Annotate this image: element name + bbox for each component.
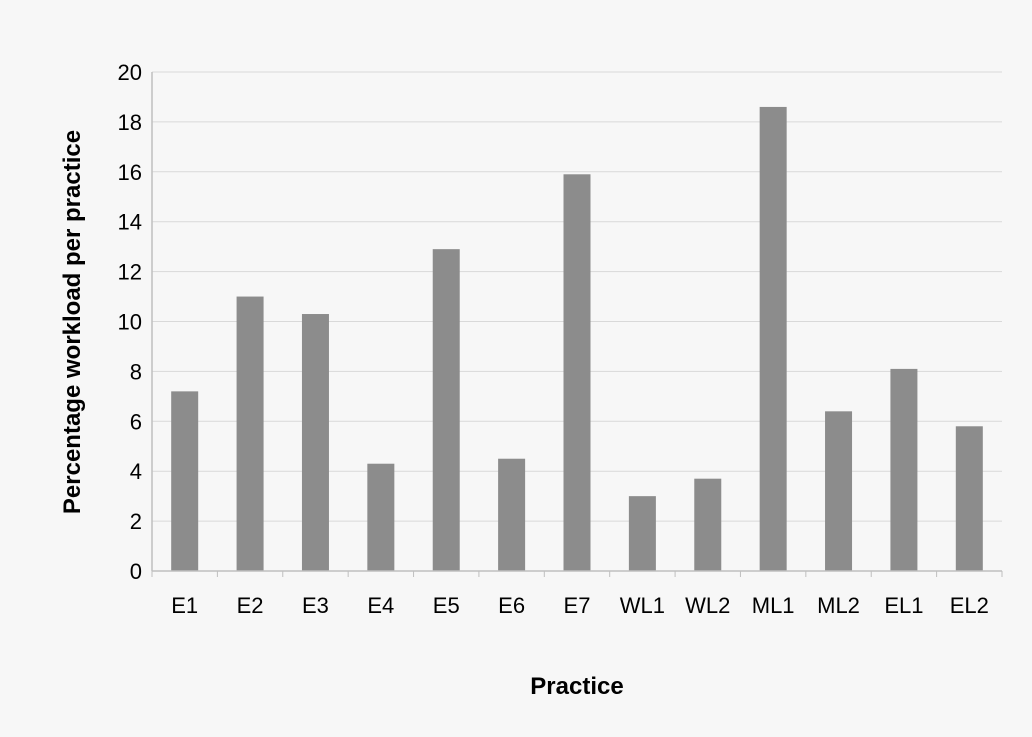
y-tick-label: 12: [118, 260, 142, 285]
bar-e5: [432, 249, 460, 571]
bar-e6: [498, 458, 526, 571]
x-tick-label: E6: [498, 593, 525, 618]
bar-el1: [890, 368, 918, 571]
x-tick-label: EL1: [884, 593, 923, 618]
bar-e2: [236, 296, 264, 571]
y-tick-label: 4: [130, 459, 142, 484]
bar-ml1: [759, 106, 787, 572]
y-axis-title: Percentage workload per practice: [59, 130, 86, 514]
y-tick-label: 16: [118, 160, 142, 185]
y-tick-label: 10: [118, 310, 142, 335]
x-tick-label: E1: [171, 593, 198, 618]
y-tick-label: 6: [130, 409, 142, 434]
y-tick-label: 18: [118, 110, 142, 135]
x-tick-label: E2: [237, 593, 264, 618]
x-tick-label: E4: [367, 593, 394, 618]
bar-wl1: [628, 496, 656, 571]
y-tick-label: 14: [118, 210, 142, 235]
x-tick-label: WL2: [685, 593, 730, 618]
y-tick-label: 20: [118, 60, 142, 85]
x-tick-label: E3: [302, 593, 329, 618]
bar-ml2: [825, 411, 853, 571]
x-tick-label: E7: [564, 593, 591, 618]
axes: [151, 72, 1003, 577]
bar-e4: [367, 463, 395, 571]
y-tick-label: 2: [130, 509, 142, 534]
y-tick-labels: 0 2 4 6 8 10 12 14 16 18 20: [118, 60, 142, 584]
x-tick-label: WL1: [620, 593, 665, 618]
x-tick-label: ML2: [817, 593, 860, 618]
bar-wl2: [694, 478, 722, 571]
x-axis-title: Practice: [530, 673, 623, 700]
x-tick-label: EL2: [950, 593, 989, 618]
x-tick-label: E5: [433, 593, 460, 618]
x-tick-label: ML1: [752, 593, 795, 618]
bar-el2: [955, 426, 983, 571]
bars: [171, 106, 983, 572]
x-tick-labels: E1 E2 E3 E4 E5 E6 E7 WL1 WL2 ML1 ML2 EL1 EL2: [171, 593, 989, 618]
bar-e1: [171, 391, 199, 571]
y-tick-label: 0: [130, 559, 142, 584]
bar-e7: [563, 174, 591, 572]
bar-e3: [301, 314, 329, 571]
y-tick-label: 8: [130, 359, 142, 384]
